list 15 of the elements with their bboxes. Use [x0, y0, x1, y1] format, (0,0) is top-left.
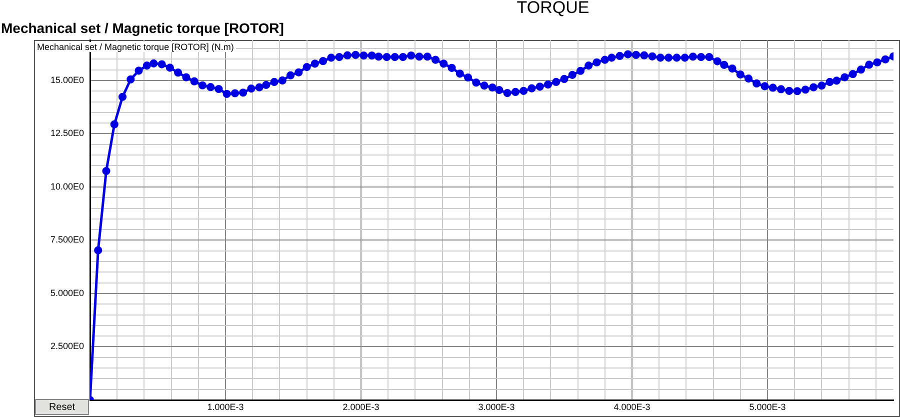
y-tick-label: 12.50E0 — [50, 128, 84, 138]
y-tick-label: 5.000E0 — [50, 288, 84, 298]
text: Reset — [35, 399, 89, 415]
x-tick-label: 2.000E-3 — [342, 402, 380, 412]
y-tick-label: 15.00E0 — [50, 74, 84, 85]
y-axis-title: Mechanical set / Magnetic torque [ROTOR] (N.m) — [35, 42, 236, 52]
x-tick-label: 3.000E-3 — [478, 402, 515, 412]
y-tick-label: 10.00E0 — [50, 181, 84, 192]
x-tick-label: 5.000E-3 — [749, 402, 786, 412]
x-tick-label: 1.000E-3 — [207, 402, 244, 412]
x-tick-label: 4.000E-3 — [614, 402, 650, 412]
chart-subtitle: Mechanical set / Magnetic torque [ROTOR] — [1, 20, 284, 36]
chart-title: TORQUE — [516, 0, 590, 18]
y-tick-label: 2.500E0 — [50, 341, 84, 352]
y-tick-label: 7.500E0 — [50, 234, 84, 245]
